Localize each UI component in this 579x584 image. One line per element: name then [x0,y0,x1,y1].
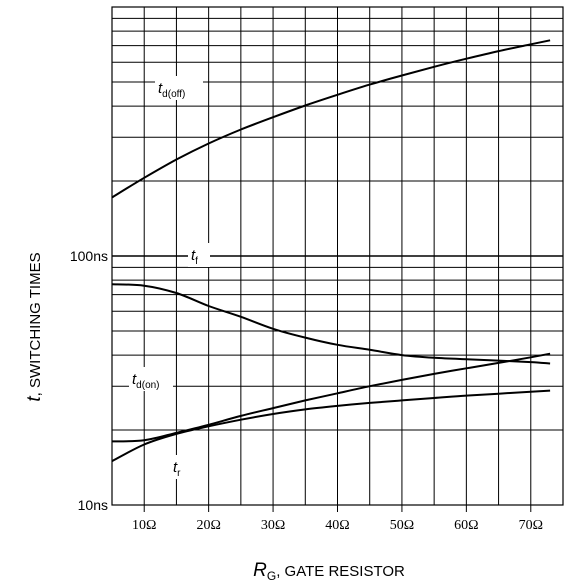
x-axis-title: RG, GATE RESISTOR [253,560,405,583]
x-tick-label: 70Ω [519,518,543,533]
series-label-subscript: r [177,468,181,479]
label-background-td(on) [129,367,173,391]
y-axis-title: t, SWITCHING TIMES [24,252,45,401]
series-label-td(on): td(on) [132,371,160,391]
series-label-symbol: t [173,459,178,476]
series-label-td(off): td(off) [158,80,185,100]
x-tick-label: 60Ω [454,518,478,533]
curves [111,39,551,463]
x-axis-subscript: G [267,569,276,583]
y-axis-text: , SWITCHING TIMES [27,252,44,396]
series-line-td(off) [111,39,551,199]
label-background-td(off) [155,76,203,100]
y-axis-symbol: t [24,396,45,402]
series-label-tf: tf [191,247,198,267]
series-label-subscript: f [195,256,198,267]
series-label-symbol: t [191,247,196,264]
series-label-subscript: d(off) [162,89,185,100]
label-background-tf [188,243,210,267]
x-axis-symbol: R [253,560,267,581]
series-line-tf [111,283,551,365]
x-axis-text: , GATE RESISTOR [276,563,405,580]
y-tick-label: 10ns [78,497,108,513]
label-background-tr [170,455,188,479]
x-tick-label: 50Ω [390,518,414,533]
x-tick-label: 40Ω [325,518,349,533]
y-tick-label: 100ns [70,248,108,264]
series-label-symbol: t [132,371,137,388]
series-line-tr [111,389,551,463]
series-label-tr: tr [173,459,181,479]
x-tick-label: 30Ω [261,518,285,533]
x-tick-label: 20Ω [196,518,220,533]
x-tick-label: 10Ω [132,518,156,533]
x-tick-labels: 10Ω 20Ω 30Ω 40Ω 50Ω 60Ω 70Ω [132,518,543,533]
series-line-td(on) [111,352,551,443]
grid [111,6,564,512]
series-label-symbol: t [158,80,163,97]
series-label-subscript: d(on) [136,380,159,391]
y-tick-labels: 10ns 100ns [70,248,108,513]
